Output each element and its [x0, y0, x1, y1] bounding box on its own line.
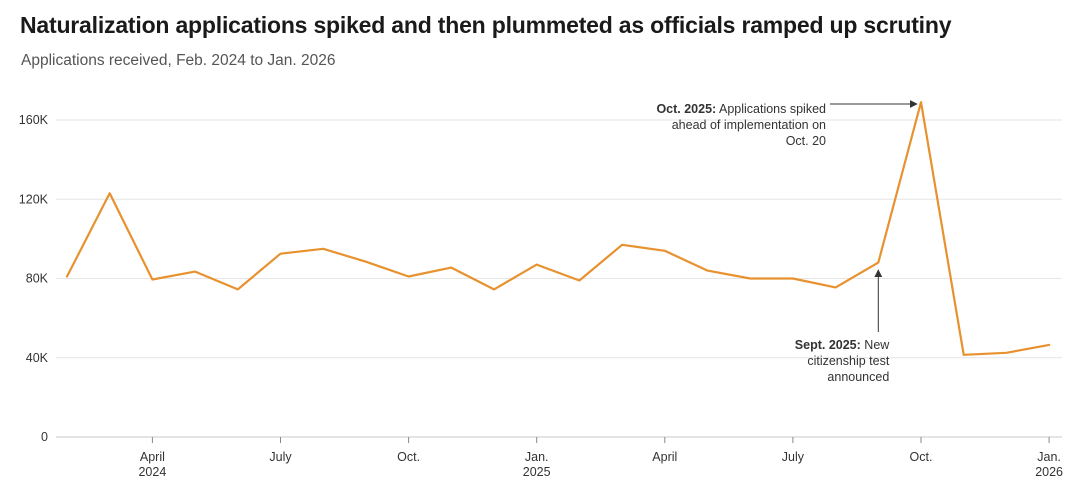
series-group	[65, 101, 1051, 356]
oct-2025-annotation-line: ahead of implementation on	[672, 118, 826, 132]
chart-title: Naturalization applications spiked and t…	[20, 12, 952, 38]
y-tick-label: 120K	[19, 192, 49, 206]
sept-2025-annotation-bold: Sept. 2025:	[795, 338, 861, 352]
grid-lines	[56, 119, 1062, 438]
x-tick-label: Jan.	[525, 450, 549, 464]
oct-2025-annotation-bold: Oct. 2025:	[656, 102, 716, 116]
x-tick-year-label: 2024	[138, 465, 166, 479]
y-axis: 0 40K 80K 120K 160K	[19, 113, 49, 444]
y-tick-label: 160K	[19, 113, 49, 127]
oct-2025-annotation-text: Applications spiked	[716, 102, 826, 116]
series-line	[65, 101, 1051, 356]
sept-2025-annotation-line: announced	[827, 370, 889, 384]
x-tick-year-label: 2026	[1035, 465, 1063, 479]
x-tick-label: July	[269, 450, 292, 464]
oct-2025-annotation-line: Oct. 2025: Applications spiked	[656, 102, 826, 116]
y-tick-label: 80K	[26, 272, 49, 286]
chart-subtitle: Applications received, Feb. 2024 to Jan.…	[21, 52, 336, 69]
x-tick-label: Oct.	[910, 450, 933, 464]
oct-2025-annotation-line: Oct. 20	[786, 134, 826, 148]
x-tick-label: July	[782, 450, 805, 464]
x-tick-label: April	[652, 450, 677, 464]
x-tick-year-label: 2025	[523, 465, 551, 479]
sept-2025-annotation-line: citizenship test	[807, 354, 890, 368]
y-tick-label: 40K	[26, 351, 49, 365]
sept-2025-annotation-text: New	[861, 338, 890, 352]
x-tick-label: Jan.	[1037, 450, 1061, 464]
x-tick-label: Oct.	[397, 450, 420, 464]
annotations: Oct. 2025: Applications spiked ahead of i…	[656, 100, 918, 384]
x-tick-label: April	[140, 450, 165, 464]
y-tick-label: 0	[41, 430, 48, 444]
sept-2025-annotation-line: Sept. 2025: New	[795, 338, 890, 352]
